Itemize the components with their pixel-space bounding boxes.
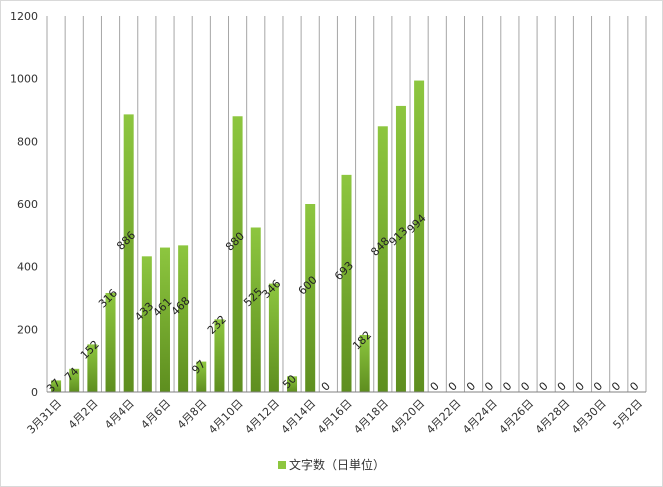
data-label: 346 (259, 277, 283, 301)
y-axis: 0 200 400 600 800 1000 1200 (10, 10, 38, 399)
bar (87, 344, 98, 392)
bar (159, 247, 170, 392)
data-label: 0 (446, 379, 460, 393)
legend-swatch (277, 461, 286, 469)
data-label: 0 (500, 379, 514, 393)
data-label: 0 (518, 379, 532, 393)
bar (287, 376, 298, 392)
data-label: 0 (609, 379, 623, 393)
bar (141, 256, 152, 392)
x-tick-label: 4月6日 (138, 397, 173, 432)
data-label: 0 (537, 379, 551, 393)
data-label: 0 (555, 379, 569, 393)
bar (395, 105, 406, 392)
bar (250, 227, 261, 392)
x-tick-label: 5月2日 (610, 397, 645, 432)
data-label: 152 (78, 338, 102, 362)
data-label: 232 (205, 313, 229, 337)
y-tick-label: 200 (17, 323, 38, 336)
x-tick-label: 4月12日 (242, 397, 282, 437)
y-tick-label: 1000 (10, 73, 38, 86)
bar (414, 80, 425, 393)
x-tick-label: 4月22日 (424, 397, 464, 437)
data-label: 0 (319, 379, 333, 393)
y-tick-label: 0 (31, 386, 38, 399)
bar (214, 319, 225, 392)
x-tick-label: 4月14日 (279, 397, 319, 437)
bar (359, 334, 370, 392)
x-tick-label: 4月30日 (569, 397, 609, 437)
data-label: 0 (428, 379, 442, 393)
y-tick-label: 400 (17, 261, 38, 274)
x-tick-label: 4月18日 (351, 397, 391, 437)
legend: 文字数（日単位） (0, 456, 663, 473)
bar (51, 380, 62, 392)
x-tick-label: 4月28日 (533, 397, 573, 437)
bar (105, 292, 116, 392)
bar (178, 245, 189, 392)
x-tick-label: 4月20日 (388, 397, 428, 437)
data-label: 0 (482, 379, 496, 393)
data-label: 0 (627, 379, 641, 393)
legend-label: 文字数（日単位） (288, 458, 385, 472)
data-label: 693 (332, 259, 356, 283)
grid-lines (46, 16, 647, 392)
data-label: 182 (350, 328, 374, 352)
x-axis: 3月31日 4月2日 4月4日 4月6日 4月8日4月10日4月12日4月14日4月16… (25, 391, 646, 437)
y-tick-label: 800 (17, 135, 38, 148)
data-label: 0 (464, 379, 478, 393)
x-tick-label: 4月2日 (66, 397, 101, 432)
x-tick-label: 4月4日 (102, 397, 137, 432)
x-tick-label: 4月26日 (497, 397, 537, 437)
bar (268, 283, 279, 392)
x-tick-label: 4月24日 (460, 397, 500, 437)
bar (377, 126, 388, 392)
x-tick-label: 4月16日 (315, 397, 355, 437)
bars (51, 80, 425, 393)
bar (341, 174, 352, 392)
data-label: 316 (96, 286, 120, 310)
data-label: 468 (169, 294, 193, 318)
y-tick-label: 1200 (10, 10, 38, 23)
data-label: 0 (591, 379, 605, 393)
x-tick-label: 4月10日 (206, 397, 246, 437)
data-label: 880 (223, 230, 247, 254)
bar (232, 116, 243, 393)
data-label: 600 (296, 274, 320, 298)
data-label: 886 (114, 229, 138, 253)
x-tick-label: 3月31日 (25, 397, 65, 437)
bar (123, 114, 134, 393)
bar (196, 361, 207, 392)
x-tick-label: 4月8日 (175, 397, 210, 432)
data-label: 0 (573, 379, 587, 393)
bar (305, 204, 316, 392)
y-tick-label: 600 (17, 198, 38, 211)
bar (69, 368, 80, 392)
